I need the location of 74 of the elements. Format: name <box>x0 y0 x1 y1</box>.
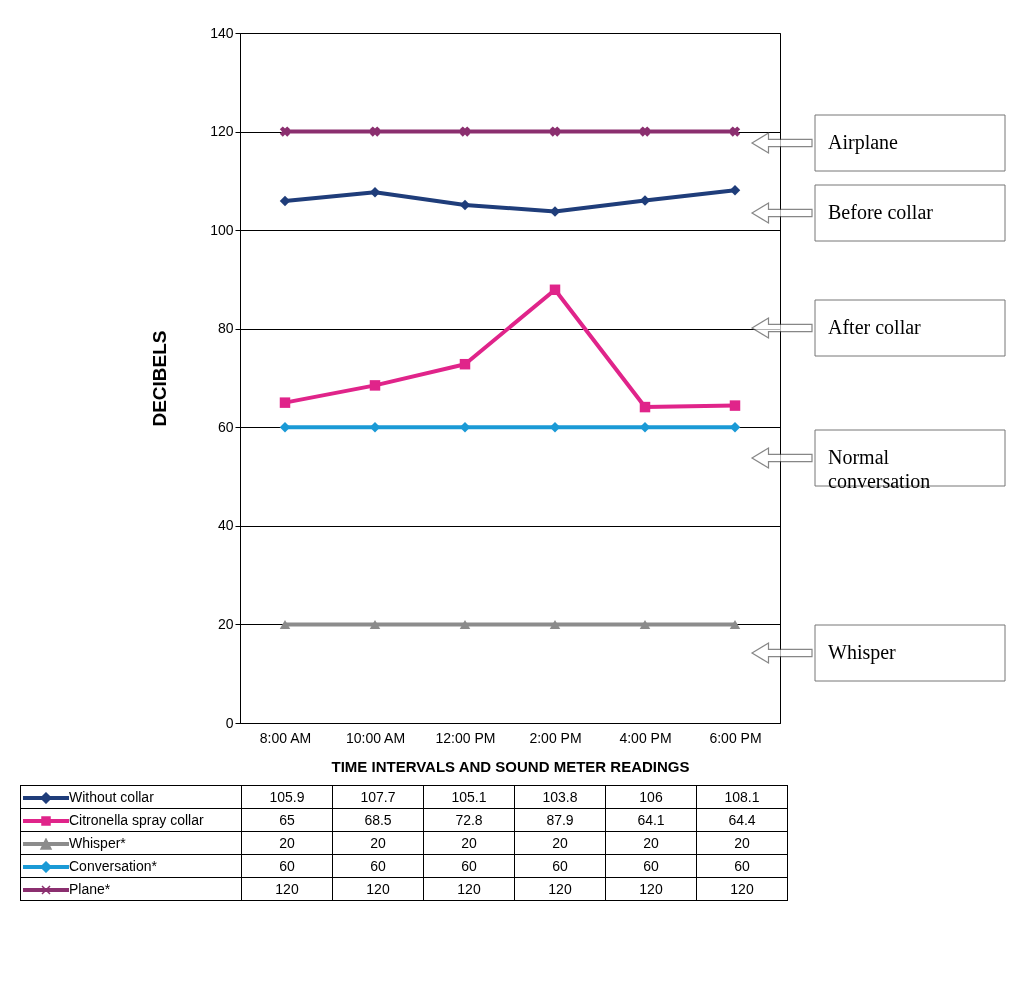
data-label: 120 <box>423 877 515 901</box>
legend-label: Conversation* <box>69 858 157 874</box>
point <box>729 619 741 629</box>
legend-label: Citronella spray collar <box>69 812 204 828</box>
data-label: 60 <box>514 854 606 878</box>
data-label: 68.5 <box>332 808 424 832</box>
y-tick-label: 20 <box>217 615 234 632</box>
data-label: 120 <box>332 877 424 901</box>
data-label: 60 <box>241 854 333 878</box>
text: Airplane <box>828 131 899 154</box>
x-tick-label: 12:00 PM <box>435 729 496 746</box>
x-tick-label: 8:00 AM <box>259 729 312 746</box>
data-label: 60 <box>423 854 515 878</box>
point <box>369 380 381 391</box>
y-tick-label: 40 <box>217 517 234 534</box>
x-tick-label: 10:00 AM <box>345 729 406 746</box>
point <box>639 401 651 413</box>
data-label: 64.4 <box>696 808 788 832</box>
point <box>729 126 741 137</box>
data-label: 20 <box>605 831 697 855</box>
data-label: 65 <box>241 808 333 832</box>
x-tick-label: 6:00 PM <box>709 729 762 746</box>
data-label: 105.1 <box>423 785 515 809</box>
data-label: 64.1 <box>605 808 697 832</box>
x-tick-label: 4:00 PM <box>619 729 672 746</box>
text: After collar <box>828 316 922 338</box>
text: Before collar <box>828 201 934 223</box>
y-tick-label: 100 <box>210 221 234 238</box>
data-label: 87.9 <box>514 808 606 832</box>
point <box>279 619 291 629</box>
point <box>369 126 381 137</box>
point <box>459 126 471 137</box>
point <box>369 619 381 629</box>
data-label: 20 <box>696 831 788 855</box>
legend-label: Without collar <box>69 789 154 805</box>
data-label: 60 <box>605 854 697 878</box>
y-tick-label: 80 <box>217 320 234 337</box>
point <box>729 400 741 411</box>
point <box>279 397 291 408</box>
y-tick-label: 140 <box>210 24 234 41</box>
point <box>549 619 561 629</box>
point <box>549 284 561 296</box>
data-label: 107.7 <box>332 785 424 809</box>
data-label: 120 <box>605 877 697 901</box>
point <box>549 126 561 137</box>
y-axis-title: DECIBELS <box>149 330 171 427</box>
data-label: 20 <box>423 831 515 855</box>
text: Normal conversation <box>828 446 931 492</box>
y-tick-label: 120 <box>210 123 234 140</box>
point <box>459 619 471 629</box>
y-tick-label: 60 <box>217 418 234 435</box>
data-label: 103.8 <box>514 785 606 809</box>
data-label: 105.9 <box>241 785 333 809</box>
x-axis-title: TIME INTERVALS AND SOUND METER READINGS <box>331 757 690 775</box>
data-label: 120 <box>514 877 606 901</box>
data-label: 108.1 <box>696 785 788 809</box>
data-label: 120 <box>696 877 788 901</box>
data-label: 120 <box>241 877 333 901</box>
point <box>639 619 651 629</box>
point <box>459 358 471 370</box>
point <box>639 126 651 137</box>
data-label: 72.8 <box>423 808 515 832</box>
y-tick-label: 0 <box>225 714 234 731</box>
data-label: 60 <box>332 854 424 878</box>
data-label: 60 <box>696 854 788 878</box>
data-label: 106 <box>605 785 697 809</box>
data-label: 20 <box>514 831 606 855</box>
legend-label: Plane* <box>69 881 111 897</box>
data-label: 20 <box>241 831 333 855</box>
point <box>279 126 291 137</box>
x-tick-label: 2:00 PM <box>529 729 582 746</box>
text: Whisper <box>828 641 897 664</box>
data-label: 20 <box>332 831 424 855</box>
legend-label: Whisper* <box>69 835 126 851</box>
